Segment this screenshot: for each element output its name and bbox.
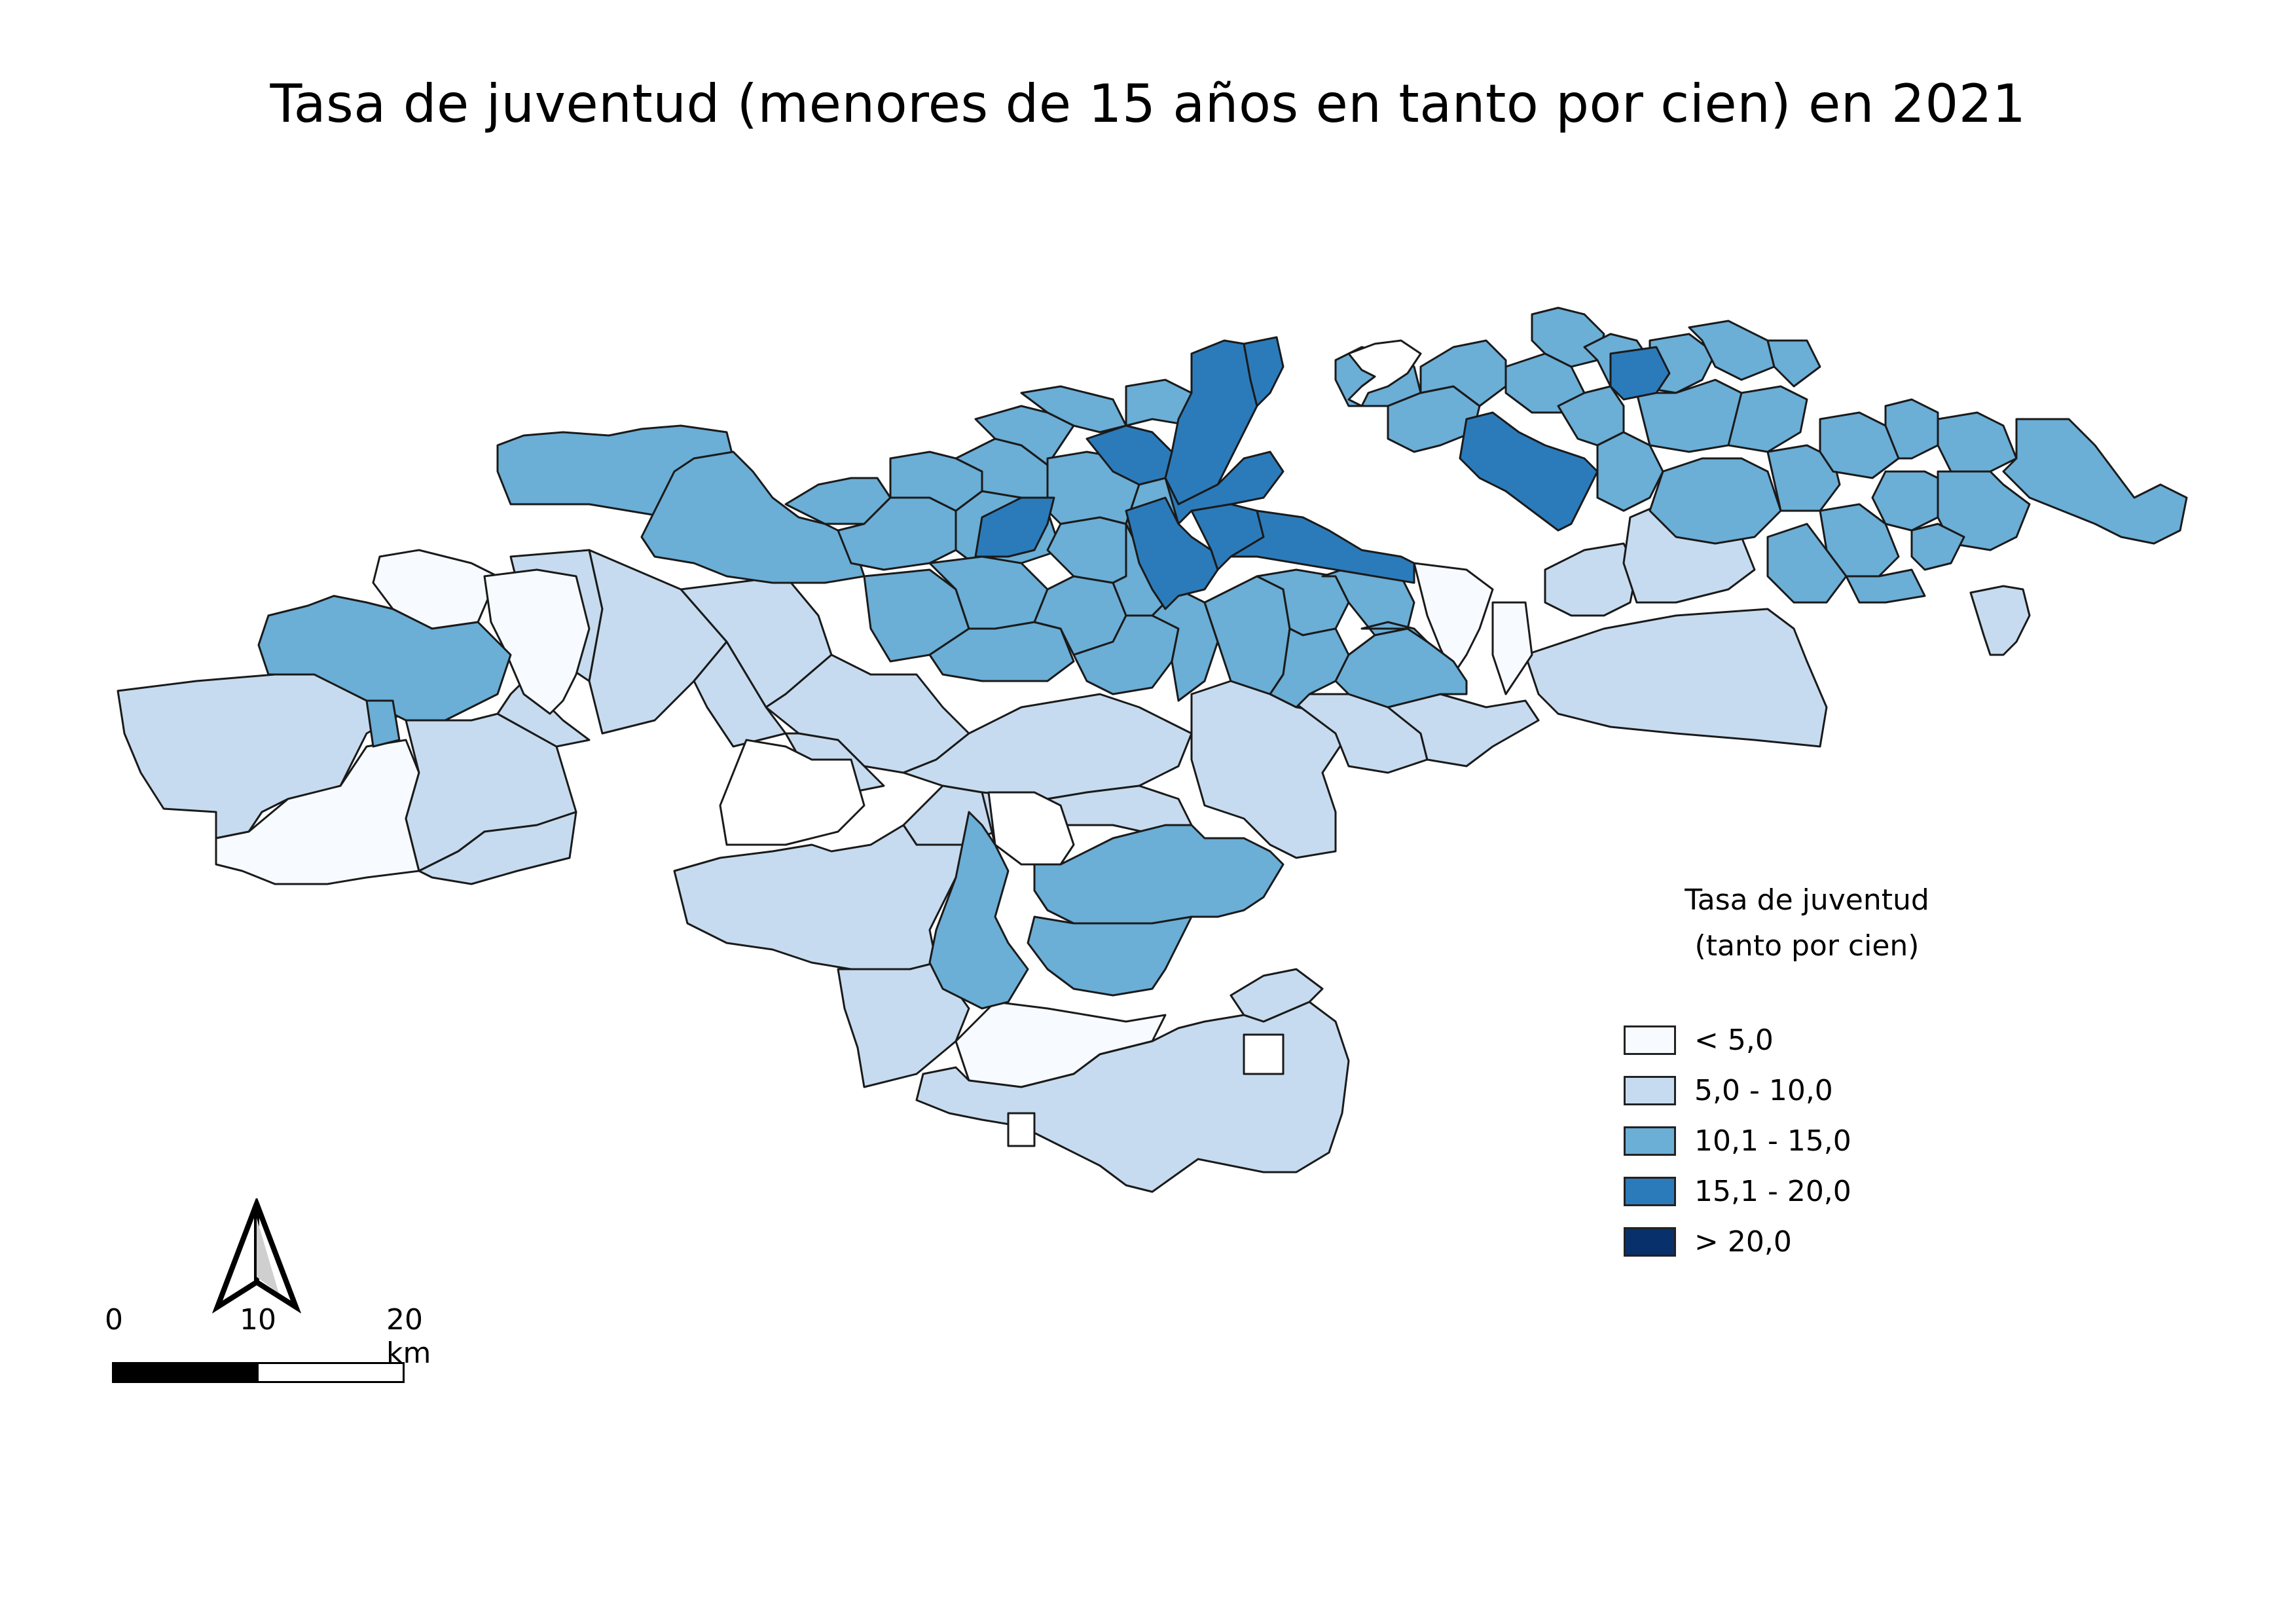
region-mb-central-16 (1360, 621, 1429, 643)
region-mb-east-1 (1819, 411, 1900, 479)
legend-item: < 5,0 (1624, 1015, 1990, 1065)
legend-item: 10,1 - 15,0 (1624, 1116, 1990, 1166)
region-mb-ne-9 (1688, 320, 1776, 381)
legend-label: > 20,0 (1694, 1225, 1792, 1259)
region-mb-ne-10 (1766, 339, 1821, 388)
bay (1347, 339, 1422, 407)
legend-title: Tasa de juventud (tanto por cien) (1624, 877, 1990, 969)
scale-label-mid: 10 (240, 1303, 276, 1337)
scale-bar: 0 10 20 km (98, 1303, 431, 1401)
region-west-centre-2 (418, 811, 577, 885)
legend-label: 5,0 - 10,0 (1694, 1074, 1833, 1107)
scale-track (112, 1362, 405, 1383)
region-db-3 (1085, 424, 1173, 486)
legend-title-line1: Tasa de juventud (1685, 883, 1929, 917)
region-white-west-2 (483, 568, 591, 715)
region-mb-ne-6 (1557, 385, 1625, 447)
region-east-south-3 (1387, 693, 1540, 767)
region-east-mid (1544, 542, 1638, 617)
legend-title-line2: (tanto por cien) (1694, 929, 1920, 963)
region-east-island (1969, 585, 2031, 656)
region-south-5 (1230, 968, 1324, 1023)
legend-label: < 5,0 (1694, 1024, 1774, 1057)
region-mb-west-mid-dot (365, 699, 401, 748)
region-mb-central-11 (1203, 575, 1291, 695)
region-mb-east-9 (1845, 568, 1926, 604)
region-mb-ne-15 (1766, 444, 1841, 512)
legend-swatch (1624, 1126, 1676, 1156)
region-db-5 (1125, 496, 1219, 610)
region-white-centre (719, 739, 866, 846)
region-mb-central-3 (928, 621, 1075, 682)
legend-label: 15,1 - 20,0 (1694, 1175, 1851, 1208)
region-mb-east-8 (1766, 523, 1848, 604)
region-mb-ne-14 (1649, 457, 1782, 545)
region-mb-east-2 (1884, 398, 1939, 460)
legend-swatch (1624, 1177, 1676, 1206)
legend-item: 5,0 - 10,0 (1624, 1065, 1990, 1116)
region-white-centre-2 (987, 791, 1075, 866)
scale-label-end: 20 km (386, 1303, 431, 1370)
region-south-2 (837, 961, 970, 1088)
scale-fill (114, 1364, 259, 1381)
region-mb-ne-12 (1727, 385, 1808, 453)
region-mb-east-4 (2002, 418, 2188, 545)
legend-item: 15,1 - 20,0 (1624, 1166, 1990, 1217)
north-arrow-icon (211, 1196, 302, 1319)
region-mb-south-3 (1027, 915, 1193, 997)
page-title: Tasa de juventud (menores de 15 años en … (270, 73, 2026, 134)
region-mb-ne-13 (1596, 431, 1664, 512)
region-db-9 (1459, 411, 1599, 532)
legend-items: < 5,0 5,0 - 10,0 10,1 - 15,0 15,1 - 20,0 > 2… (1624, 1015, 1990, 1267)
region-db-2 (1243, 336, 1285, 407)
region-mb-north-6 (974, 405, 1075, 466)
legend-swatch (1624, 1076, 1676, 1105)
region-east-south-4 (1524, 608, 1828, 748)
region-south-hole (1007, 1112, 1036, 1147)
region-mb-west-mid (257, 595, 512, 722)
region-white-east-2 (1491, 601, 1533, 695)
region-white-east (1413, 562, 1494, 676)
scale-label-0: 0 (105, 1303, 123, 1337)
region-db-10 (1609, 346, 1671, 401)
region-db-6 (974, 496, 1055, 558)
region-mb-east-3 (1937, 411, 2018, 473)
region-mb-north-1 (784, 477, 892, 525)
region-db-8 (1230, 509, 1415, 584)
region-mb-south-1 (928, 811, 1029, 1010)
legend-label: 10,1 - 15,0 (1694, 1124, 1851, 1158)
region-mb-east-10 (1910, 523, 1965, 571)
legend-swatch (1624, 1227, 1676, 1257)
region-south-4 (915, 1001, 1350, 1193)
map-legend: Tasa de juventud (tanto por cien) < 5,0 5… (1624, 877, 1990, 1267)
legend-item: > 20,0 (1624, 1217, 1990, 1267)
region-db-4 (1164, 451, 1285, 525)
region-mb-central-15 (1334, 627, 1468, 709)
region-south-hole-2 (1243, 1033, 1285, 1075)
legend-swatch (1624, 1025, 1676, 1055)
region-mb-east-5 (1871, 470, 1952, 532)
